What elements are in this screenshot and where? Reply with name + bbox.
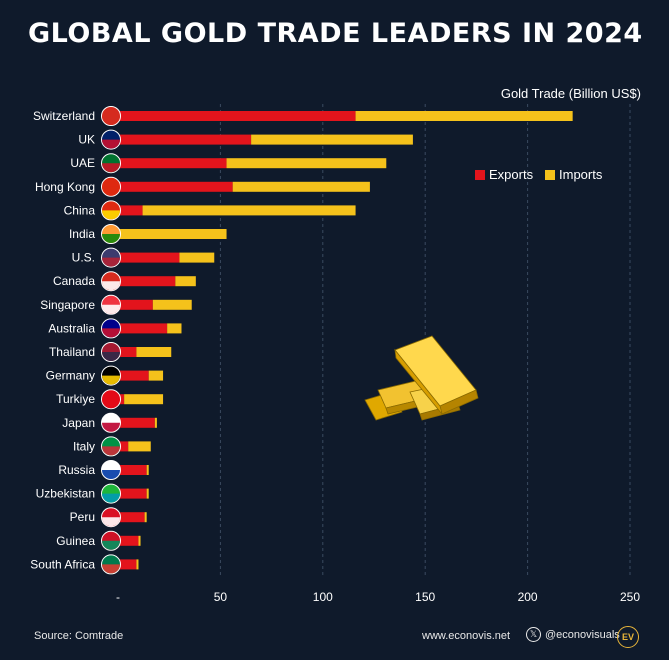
country-label: UK (78, 133, 95, 147)
country-label: South Africa (30, 557, 95, 571)
flag-detail (102, 328, 120, 338)
flag-detail (102, 139, 120, 149)
imports-bar (144, 512, 147, 523)
x-tick-label: - (116, 590, 120, 604)
legend-swatch (475, 170, 485, 180)
imports-bar (175, 276, 196, 287)
x-tick-label: 50 (214, 590, 228, 604)
x-logo-icon: 𝕏 (526, 627, 541, 642)
exports-bar (118, 441, 129, 452)
exports-bar (118, 252, 180, 263)
x-tick-label: 200 (518, 590, 538, 604)
flag-detail (102, 375, 120, 385)
imports-bar (136, 559, 139, 570)
imports-bar (251, 134, 413, 145)
country-label: Uzbekistan (36, 487, 95, 501)
exports-bar (118, 370, 149, 381)
country-label: China (64, 203, 96, 217)
flag-detail (102, 163, 120, 173)
flag-detail (102, 446, 120, 456)
country-label: Australia (48, 321, 95, 335)
imports-bar (232, 181, 370, 192)
x-axis-unit-label: Gold Trade (Billion US$) (500, 86, 641, 101)
exports-bar (118, 535, 139, 546)
imports-bar (226, 158, 387, 169)
social-handle[interactable]: 𝕏 @econovisuals (526, 627, 620, 642)
imports-bar (142, 205, 356, 216)
imports-bar (355, 111, 573, 121)
imports-bar (179, 252, 215, 263)
legend-swatch (545, 170, 555, 180)
country-label: Guinea (56, 534, 95, 548)
flag-detail (102, 304, 120, 314)
flag-detail (102, 517, 120, 527)
country-label: U.S. (72, 251, 95, 265)
chart-title: GLOBAL GOLD TRADE LEADERS IN 2024 (28, 18, 643, 49)
country-label: Singapore (40, 298, 95, 312)
exports-bar (118, 323, 168, 334)
flag-detail (102, 470, 120, 479)
flag-detail (102, 234, 120, 243)
exports-bar (118, 134, 252, 145)
brand-logo: EV (617, 626, 639, 648)
flag-detail (102, 210, 120, 220)
flag-detail (102, 257, 120, 267)
country-label: Italy (73, 439, 95, 453)
imports-bar (124, 394, 164, 405)
flag-detail (102, 186, 120, 196)
flag-detail (102, 564, 120, 574)
exports-bar (118, 512, 145, 523)
country-label: Germany (46, 369, 95, 383)
imports-bar (146, 465, 149, 475)
country-label: Hong Kong (35, 180, 95, 194)
flag-detail (102, 399, 120, 409)
country-label: Japan (62, 416, 95, 430)
website-link[interactable]: www.econovis.net (422, 630, 511, 642)
imports-bar (167, 323, 182, 334)
x-tick-label: 100 (313, 590, 333, 604)
flag-detail (102, 493, 120, 503)
imports-bar (154, 417, 157, 428)
country-label: Canada (53, 274, 95, 288)
imports-bar (118, 229, 227, 239)
flag-detail (102, 281, 120, 291)
exports-bar (118, 465, 147, 475)
country-label: Switzerland (33, 109, 95, 123)
x-tick-label: 150 (415, 590, 435, 604)
flag-detail (102, 352, 120, 361)
exports-bar (118, 417, 155, 428)
exports-bar (118, 111, 356, 121)
country-label: India (69, 227, 95, 241)
x-tick-label: 250 (620, 590, 640, 604)
flag-detail (102, 116, 120, 125)
exports-bar (118, 299, 153, 310)
imports-bar (128, 441, 151, 452)
country-label: UAE (70, 156, 95, 170)
legend-label: Imports (559, 167, 603, 182)
gold-bars-illustration (364, 335, 479, 421)
imports-bar (136, 347, 172, 357)
flag-detail (102, 422, 120, 432)
exports-bar (118, 158, 227, 169)
imports-bar (138, 535, 141, 546)
exports-bar (118, 205, 143, 216)
social-handle-text: @econovisuals (545, 628, 620, 641)
flag-detail (102, 540, 120, 550)
imports-bar (152, 299, 192, 310)
exports-bar (118, 394, 125, 405)
country-label: Thailand (49, 345, 95, 359)
exports-bar (118, 276, 176, 287)
country-label: Russia (58, 463, 95, 477)
source-note: Source: Comtrade (34, 630, 124, 642)
imports-bar (146, 488, 149, 499)
imports-bar (148, 370, 164, 381)
exports-bar (118, 488, 147, 499)
country-label: Peru (70, 510, 95, 524)
exports-bar (118, 347, 137, 357)
exports-bar (118, 559, 137, 570)
exports-bar (118, 181, 233, 192)
legend-label: Exports (489, 167, 534, 182)
country-label: Turkiye (56, 392, 95, 406)
